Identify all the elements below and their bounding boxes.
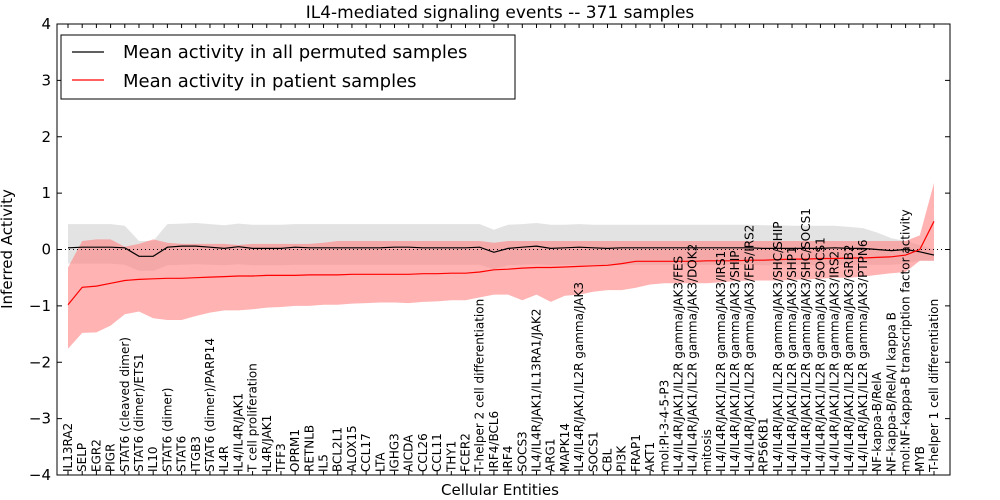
y-axis-label: Inferred Activity (0, 189, 16, 309)
x-tick-label: CBL (601, 448, 615, 472)
x-tick-label: NF-kappa-B/RelA (870, 371, 884, 472)
x-axis-label: Cellular Entities (441, 481, 559, 499)
x-tick-label: IL4R (217, 446, 231, 472)
x-tick-label: STAT6 (dimer)/PARP14 (203, 338, 217, 472)
x-tick-label: mol:NF-kappa-B transcription factor acti… (899, 209, 913, 472)
x-tick-label: IL4/IL4R/JAK1/IL2R gamma/JAK3 (572, 282, 586, 472)
y-tick-label: 4 (41, 15, 51, 33)
x-tick-label: FCER2 (459, 433, 473, 472)
x-tick-label: NF-kappa-B/RelA/I kappa B (884, 312, 898, 472)
y-tick-label: −3 (29, 410, 51, 428)
x-tick-label: ALOX15 (345, 425, 359, 472)
x-tick-label: SOCS3 (515, 431, 529, 472)
x-tick-label: AICDA (402, 434, 416, 472)
x-tick-label: T cell proliferation (246, 363, 260, 473)
x-tick-label: FRAP1 (629, 434, 643, 472)
x-tick-label: IRF4/BCL6 (487, 411, 501, 472)
x-tick-label: IL4/IL4R/JAK1/IL2R gamma/JAK3/SOCS1 (813, 237, 827, 472)
x-tick-label: IL4/IL4R/JAK1 (231, 393, 245, 472)
x-tick-label: ARG1 (544, 439, 558, 472)
x-tick-label: IL5 (317, 454, 331, 472)
x-tick-label: STAT6 (dimer)/ETS1 (132, 353, 146, 472)
x-tick-label: BCL2L1 (331, 427, 345, 472)
x-tick-label: IL13RA2 (61, 423, 75, 472)
x-tick-label: T-helper 1 cell differentiation (927, 299, 941, 473)
x-tick-label: IL4/IL4R/JAK1/IL2R gamma/JAK3/SHC/SOCS1 (799, 208, 813, 472)
x-tick-label: CCL26 (416, 433, 430, 472)
y-tick-label: 0 (41, 241, 51, 259)
x-tick-label: OPRM1 (288, 429, 302, 472)
y-tick-label: 2 (41, 128, 51, 146)
legend-label-permuted: Mean activity in all permuted samples (123, 42, 467, 63)
x-tick-label: IL4/IL4R/JAK1/IL2R gamma/JAK3/FES (672, 256, 686, 472)
x-tick-label: IL4/IL4R/JAK1/IL2R gamma/JAK3/IRS1 (714, 251, 728, 472)
x-tick-label: PI3K (615, 445, 629, 472)
x-tick-label: THY1 (444, 441, 458, 473)
x-tick-label: IL4/IL4R/JAK1/IL2R gamma/JAK3/FES/IRS2 (742, 225, 756, 472)
x-tick-label: mol:PI-3-4-5-P3 (657, 380, 671, 472)
x-tick-label: RP56KB1 (757, 417, 771, 472)
legend-label-patient: Mean activity in patient samples (123, 71, 417, 92)
x-tick-label: IL4/IL4R/JAK1/IL2R gamma/JAK3/IRS2 (828, 251, 842, 472)
x-tick-label: TFF3 (274, 443, 288, 473)
x-tick-label: LTA (373, 452, 387, 472)
x-tick-label: RETNLB (302, 425, 316, 472)
y-tick-label: 1 (41, 184, 51, 202)
x-tick-label: IL10 (146, 447, 160, 473)
x-tick-label: IRF4 (501, 446, 515, 472)
x-tick-label: IL4R/JAK1 (260, 415, 274, 472)
x-tick-label: IGHG3 (388, 433, 402, 472)
x-tick-label: IL4/IL4R/JAK1/IL2R gamma/JAK3/GRB2 (842, 244, 856, 472)
x-tick-label: IL4/IL4R/JAK1/IL2R gamma/JAK3/SHC/SHIP (771, 221, 785, 472)
x-tick-label: STAT6 (175, 436, 189, 472)
permuted-mean-line (67, 245, 935, 257)
x-tick-label: CCL11 (430, 433, 444, 472)
x-tick-label: T-helper 2 cell differentiation (473, 299, 487, 473)
x-tick-label: MAPK14 (558, 423, 572, 472)
chart-title: IL4-mediated signaling events -- 371 sam… (306, 3, 695, 23)
x-tick-label: ITGB3 (189, 436, 203, 472)
x-tick-label: PIGR (104, 444, 118, 472)
legend: Mean activity in all permuted samples Me… (60, 34, 516, 100)
x-tick-label: STAT6 (dimer) (160, 388, 174, 472)
x-tick-label: SOCS1 (586, 431, 600, 472)
y-tick-label: −2 (29, 353, 51, 371)
x-tick-label: MYB (913, 446, 927, 472)
patient-mean-line (67, 221, 935, 306)
y-tick-label: 3 (41, 71, 51, 89)
patient-range-band (68, 183, 934, 349)
x-tick-label: STAT6 (cleaved dimer) (118, 337, 132, 472)
x-tick-label: IL4/IL4R/JAK1/IL13RA1/JAK2 (530, 309, 544, 473)
x-tick-label: IL4/IL4R/JAK1/IL2R gamma/JAK3/SHP1 (785, 246, 799, 472)
x-tick-label: CCL17 (359, 433, 373, 472)
x-tick-label: AKT1 (643, 442, 657, 472)
x-tick-label: IL4/IL4R/JAK1/IL2R gamma/JAK3/PTPN6 (856, 240, 870, 472)
x-tick-label: SELP (75, 443, 89, 472)
x-tick-label: IL4/IL4R/JAK1/IL2R gamma/JAK3/SHIP (728, 251, 742, 472)
legend-box (60, 34, 516, 100)
x-tick-label: IL4/IL4R/JAK1/IL2R gamma/JAK3/DOK2 (686, 244, 700, 472)
y-tick-label: −4 (29, 466, 51, 484)
y-tick-label: −1 (29, 297, 51, 315)
x-tick-label: mitosis (700, 429, 714, 472)
x-tick-label: EGR2 (89, 439, 103, 472)
